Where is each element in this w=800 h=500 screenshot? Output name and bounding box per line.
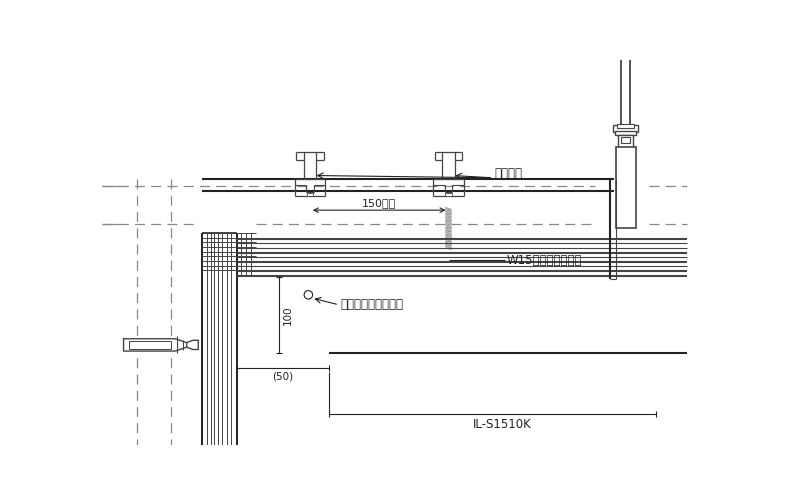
Polygon shape [123, 338, 186, 351]
Text: 100: 100 [283, 305, 293, 324]
Bar [307, 193, 313, 196]
Text: 150以内: 150以内 [362, 198, 396, 208]
Bar [129, 341, 171, 349]
Bar [618, 134, 634, 148]
Text: ドリルビス両端固定: ドリルビス両端固定 [341, 298, 404, 312]
Bar [614, 126, 638, 132]
Text: W15嵌合アダプター: W15嵌合アダプター [506, 254, 582, 266]
Text: (50): (50) [272, 372, 294, 382]
Bar [446, 193, 451, 196]
Bar [621, 137, 630, 143]
Bar [615, 131, 636, 136]
Text: IL-S1510K: IL-S1510K [473, 418, 532, 431]
Bar [615, 147, 636, 228]
Text: 軽天ビス: 軽天ビス [494, 168, 522, 180]
Bar [617, 124, 634, 128]
